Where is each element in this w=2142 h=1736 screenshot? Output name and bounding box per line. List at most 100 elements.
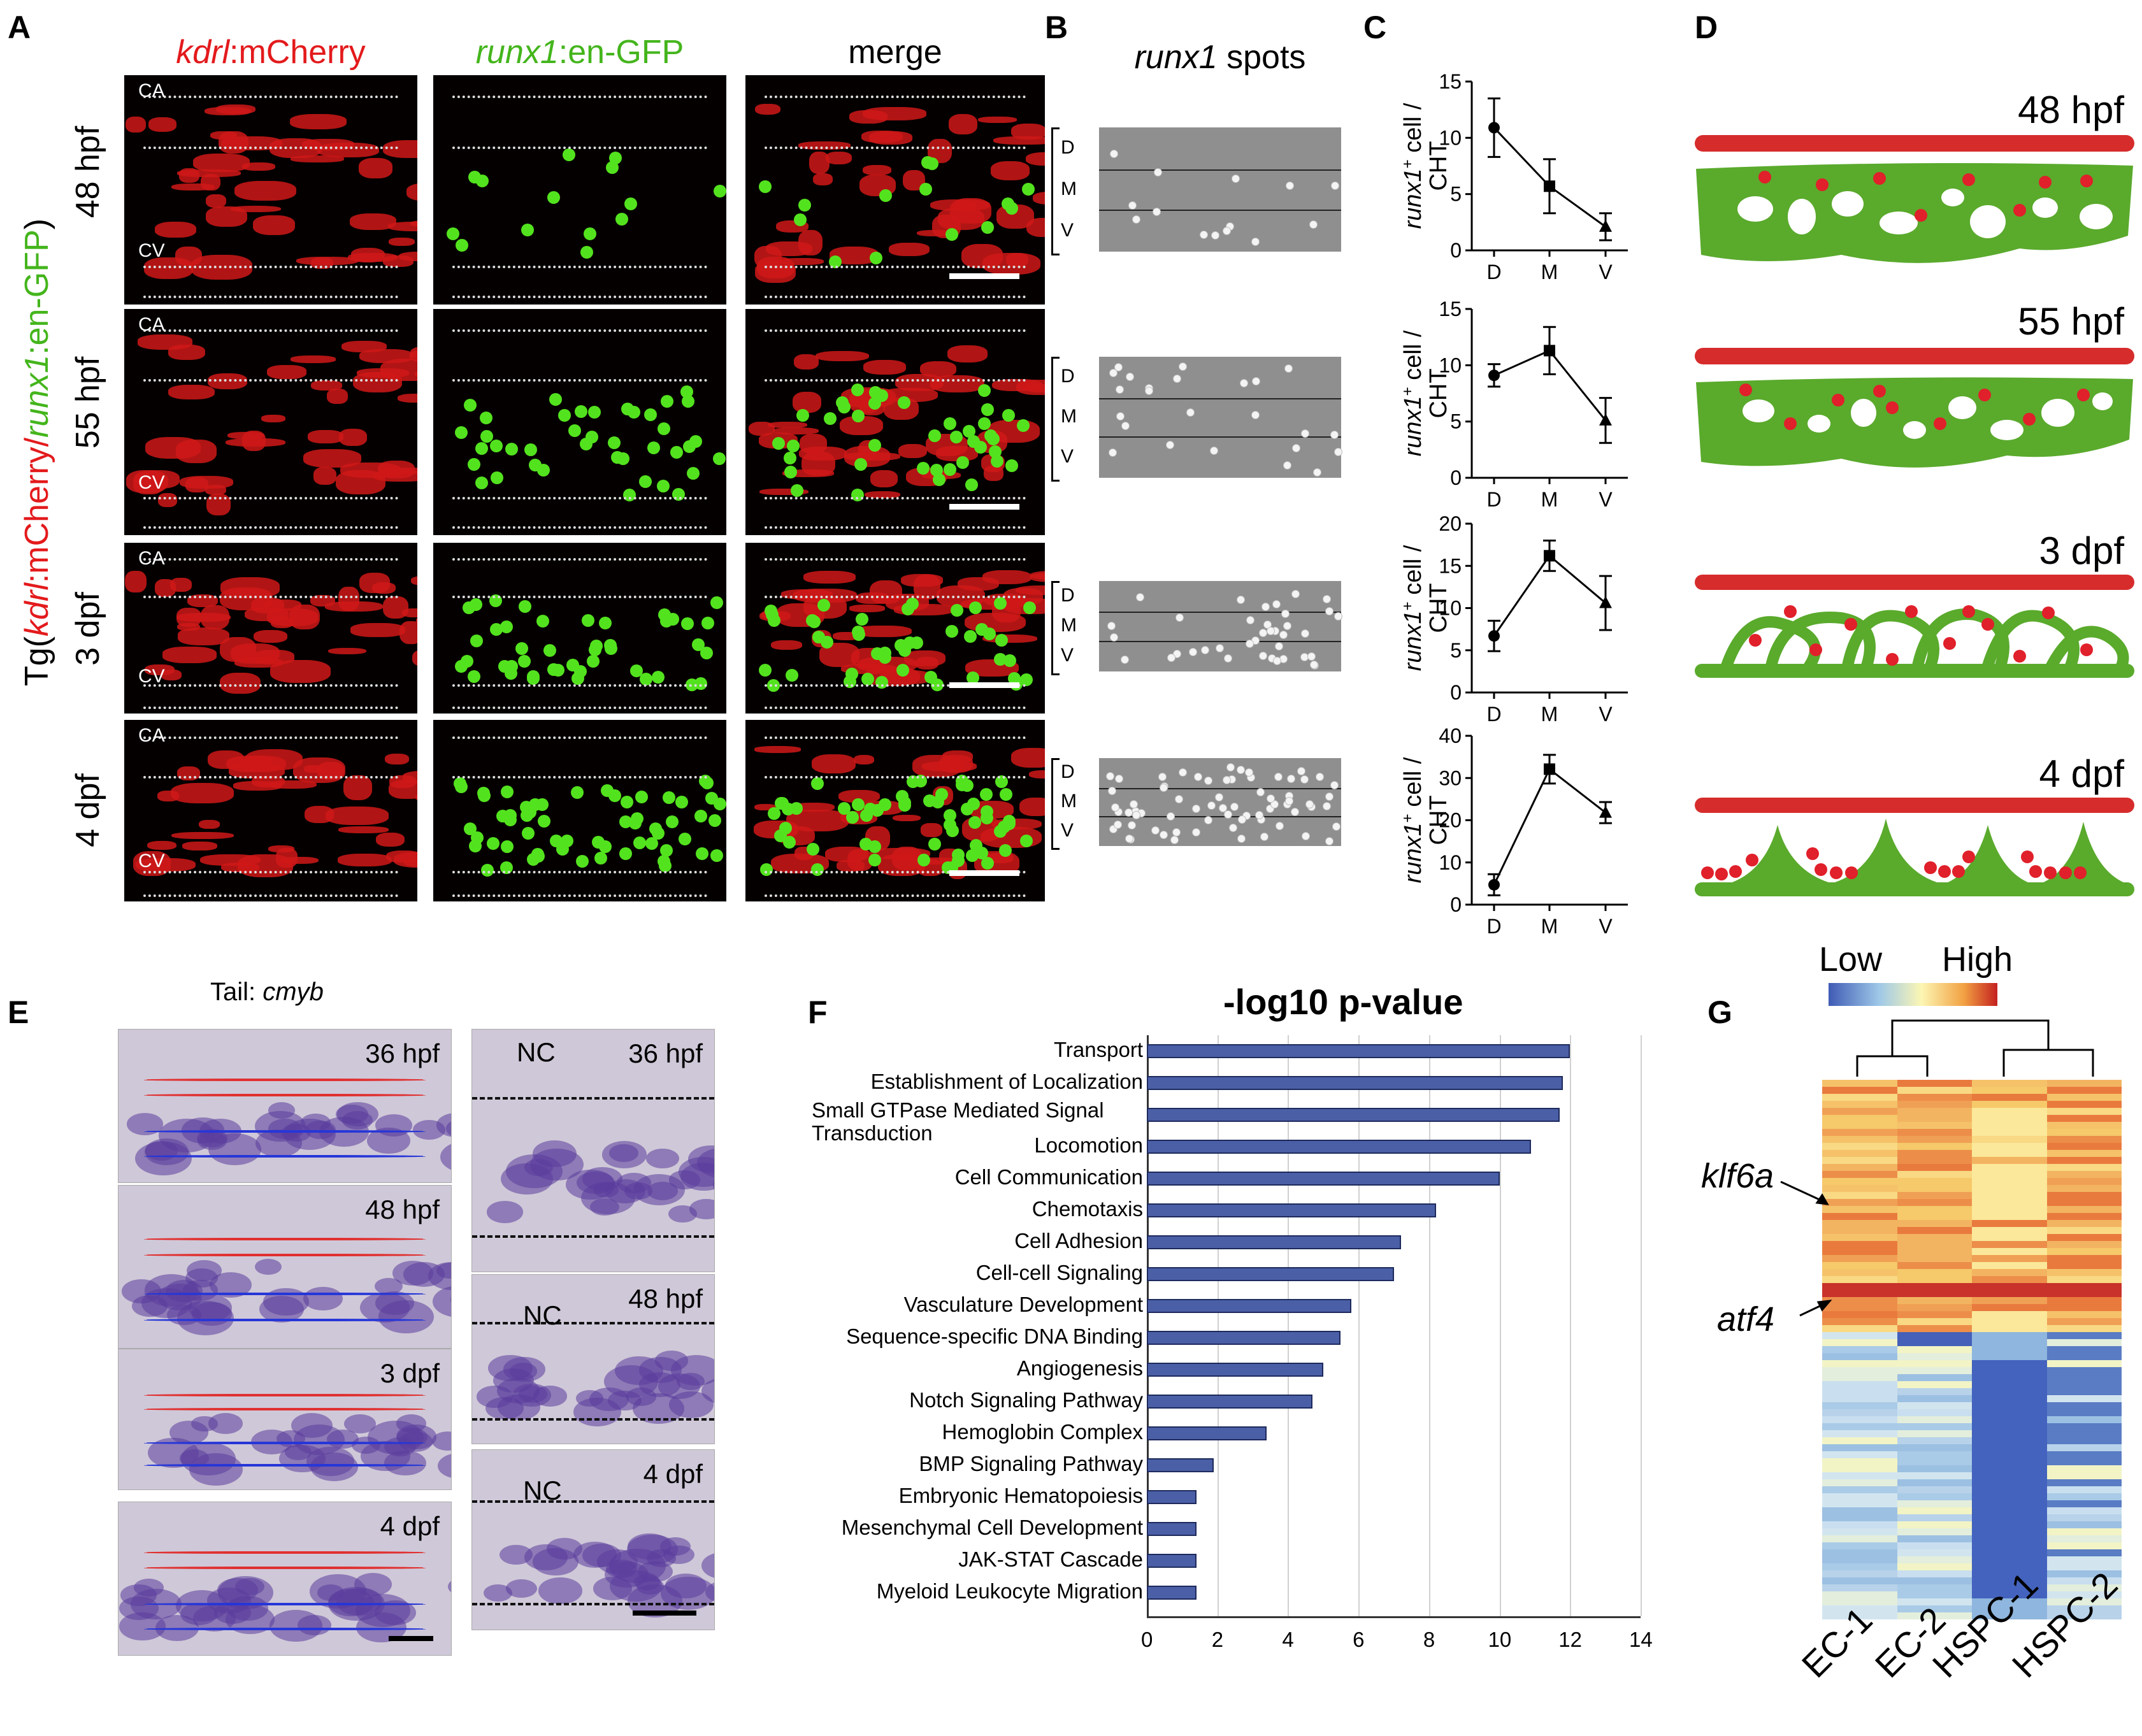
- heatmap-cell: [1897, 1367, 1972, 1374]
- heatmap-row: [1822, 1500, 2122, 1507]
- gene-label-atf4: atf4: [1717, 1300, 1775, 1338]
- heatmap-row: [1822, 1101, 2122, 1108]
- heatmap-cell: [1897, 1409, 1972, 1416]
- heatmap-row: [1822, 1227, 2122, 1234]
- runx1-spot: [1283, 461, 1291, 470]
- y-tick-label: 15: [1439, 554, 1462, 577]
- heatmap-cell: [1972, 1444, 2047, 1451]
- y-tick-label: 5: [1450, 410, 1462, 433]
- heatmap-cell: [1897, 1472, 1972, 1479]
- heatmap-cell: [1897, 1598, 1972, 1605]
- heatmap-cell: [2046, 1220, 2122, 1227]
- data-point: [1599, 219, 1612, 232]
- heatmap-cell: [2046, 1528, 2122, 1535]
- heatmap-row: [1822, 1199, 2122, 1206]
- go-term-bar: [1147, 1203, 1436, 1217]
- runx1-spot: [1175, 794, 1184, 803]
- runx1-spot: [1172, 375, 1181, 384]
- heatmap-cell: [1972, 1339, 2047, 1346]
- runx1-spot: [1121, 656, 1130, 664]
- panel-f-title: -log10 p-value: [1223, 982, 1463, 1022]
- zone-divider: [1099, 436, 1341, 438]
- vessel-boundary-line: [452, 707, 707, 709]
- runx1-spot: [1305, 800, 1314, 809]
- y-tick-label: 0: [1450, 893, 1462, 916]
- heatmap-cell: [1822, 1206, 1897, 1213]
- go-term-label: Locomotion: [1034, 1133, 1143, 1157]
- vessel-boundary-line: [452, 526, 707, 529]
- heatmap-row: [1822, 1318, 2122, 1325]
- heatmap-cell: [1972, 1388, 2047, 1395]
- zone-bracket: [1051, 758, 1060, 850]
- runx1-spot: [1135, 592, 1144, 601]
- heatmap-cell: [2046, 1381, 2122, 1388]
- runx1-spot: [1160, 784, 1168, 793]
- go-term-label: Transport: [1054, 1038, 1143, 1061]
- heatmap-cell: [1972, 1283, 2047, 1290]
- panel-label-g: G: [1707, 994, 1732, 1030]
- micrograph: [745, 309, 1045, 535]
- runx1-spot: [1154, 168, 1163, 177]
- heatmap-cell: [2046, 1192, 2122, 1199]
- zone-bracket: [1051, 127, 1060, 255]
- heatmap-cell: [1972, 1486, 2047, 1493]
- vessel-boundary-line: [452, 329, 707, 332]
- heatmap-cell: [1972, 1423, 2047, 1430]
- title-gene: cmyb: [262, 978, 324, 1006]
- heatmap-cell: [2046, 1080, 2122, 1087]
- heatmap-cell: [1972, 1276, 2047, 1283]
- runx1-spot: [1222, 775, 1231, 784]
- runx1-spot: [1291, 443, 1300, 452]
- caudal-artery: [1695, 575, 2134, 590]
- heatmap-cell: [1972, 1248, 2047, 1255]
- x-tick-label: V: [1599, 915, 1613, 938]
- heatmap-row: [1822, 1570, 2122, 1577]
- heatmap-cell: [1972, 1108, 2047, 1115]
- heatmap-cell: [1972, 1346, 2047, 1353]
- runx1-spot: [1251, 238, 1260, 247]
- heatmap-cell: [2046, 1122, 2122, 1129]
- micrograph: [433, 75, 726, 305]
- heatmap-cell: [1822, 1542, 1897, 1549]
- heatmap-cell: [1897, 1339, 1972, 1346]
- heatmap-row: [1822, 1409, 2122, 1416]
- heatmap-row: [1822, 1178, 2122, 1185]
- heatmap-cell: [1897, 1381, 1972, 1388]
- runx1-spot: [1330, 430, 1339, 439]
- runx1-spot: [1125, 835, 1134, 843]
- heatmap-cell: [1822, 1248, 1897, 1255]
- heatmap-cell: [1972, 1465, 2047, 1472]
- heatmap-cell: [1897, 1157, 1972, 1164]
- panel-label-d: D: [1695, 10, 1718, 45]
- zone-divider: [1099, 816, 1341, 817]
- arrow-icon: [1815, 1193, 1829, 1205]
- label-part: :en-GFP: [18, 229, 55, 355]
- heatmap-cell: [1897, 1416, 1972, 1423]
- vessel-boundary-line: [143, 596, 398, 598]
- column-header-merge: merge: [848, 34, 942, 71]
- row-label-48hpf: 48 hpf: [69, 126, 106, 219]
- runx1-spot: [1191, 828, 1200, 837]
- vessel-boundary-line: [765, 684, 1026, 687]
- heatmap-cell: [2046, 1234, 2122, 1241]
- heatmap-cell: [2046, 1108, 2122, 1115]
- stage-label: 4 dpf: [2039, 752, 2124, 795]
- heatmap-row: [1822, 1381, 2122, 1388]
- arrow-icon: [1780, 1180, 1823, 1202]
- schematic-4dpf: [1695, 798, 2134, 896]
- zone-label: V: [1061, 645, 1074, 666]
- x-tick-label: 2: [1211, 1628, 1224, 1651]
- heatmap-cell: [1972, 1080, 2047, 1087]
- panel-label-a: A: [8, 10, 31, 45]
- data-point: [1544, 550, 1555, 562]
- heatmap-row: [1822, 1437, 2122, 1444]
- heatmap-cell: [1822, 1234, 1897, 1241]
- heatmap-cell: [1822, 1178, 1897, 1185]
- heatmap-cell: [1822, 1297, 1897, 1304]
- heatmap-row: [1822, 1325, 2122, 1332]
- heatmap-cell: [1822, 1507, 1897, 1514]
- heatmap-row: [1822, 1129, 2122, 1136]
- heatmap-cell: [1972, 1493, 2047, 1500]
- header-suffix: :en-GFP: [558, 34, 684, 71]
- heatmap-cell: [1972, 1171, 2047, 1178]
